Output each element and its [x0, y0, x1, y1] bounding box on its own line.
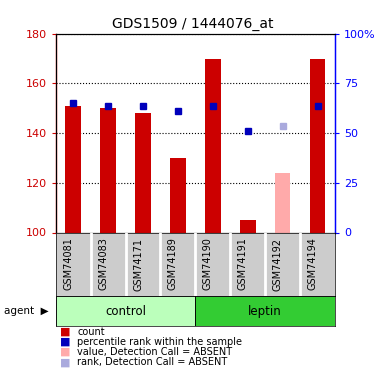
Bar: [170, 158, 186, 232]
Text: GSM74192: GSM74192: [273, 238, 283, 291]
Bar: [195, 296, 335, 326]
Text: ■: ■: [60, 327, 70, 337]
Text: percentile rank within the sample: percentile rank within the sample: [77, 337, 242, 347]
Bar: [100, 108, 116, 232]
Text: count: count: [77, 327, 105, 337]
Text: GSM74191: GSM74191: [238, 238, 248, 291]
Bar: [240, 220, 256, 232]
Bar: [56, 296, 195, 326]
Text: leptin: leptin: [248, 305, 282, 318]
Text: GSM74190: GSM74190: [203, 238, 213, 291]
Bar: [205, 58, 221, 232]
Text: ■: ■: [60, 337, 70, 347]
Text: ■: ■: [60, 347, 70, 357]
Text: GSM74194: GSM74194: [308, 238, 318, 291]
Text: control: control: [105, 305, 146, 318]
Text: GSM74081: GSM74081: [63, 238, 73, 291]
Text: ■: ■: [60, 357, 70, 367]
Bar: [275, 173, 290, 232]
Text: GSM74171: GSM74171: [133, 238, 143, 291]
Text: GSM74189: GSM74189: [168, 238, 178, 291]
Text: GSM74083: GSM74083: [98, 238, 108, 291]
Text: value, Detection Call = ABSENT: value, Detection Call = ABSENT: [77, 347, 232, 357]
Bar: [65, 106, 81, 232]
Text: GDS1509 / 1444076_at: GDS1509 / 1444076_at: [112, 17, 273, 31]
Bar: [135, 113, 151, 232]
Text: agent  ▶: agent ▶: [4, 306, 49, 316]
Text: rank, Detection Call = ABSENT: rank, Detection Call = ABSENT: [77, 357, 227, 367]
Bar: [310, 58, 325, 232]
